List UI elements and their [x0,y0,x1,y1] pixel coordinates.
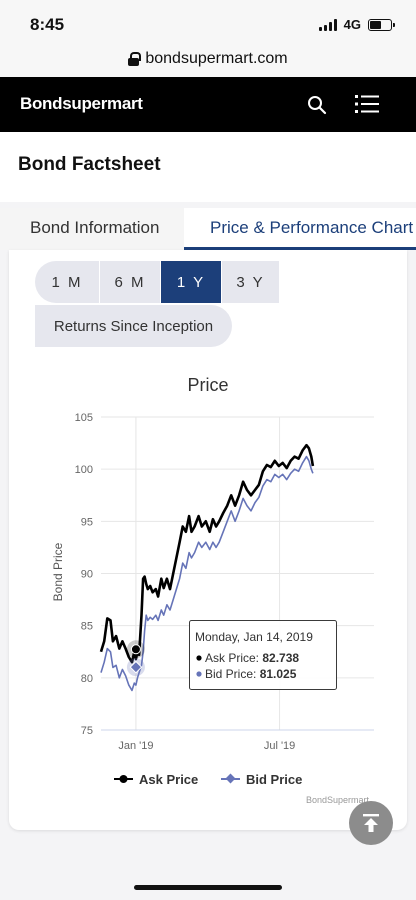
y-tick-label: 90 [81,569,93,581]
bid-legend-marker [225,773,236,784]
tooltip-bid-row: Bid Price: 81.025 [205,667,297,681]
hover-markers [126,640,145,677]
chart-title: Price [187,375,228,395]
tooltip-ask-row: Ask Price: 82.738 [205,651,299,665]
ask-legend-marker [119,775,128,783]
status-icons: 4G [318,17,395,32]
url-text: bondsupermart.com [145,49,288,67]
page-title: Bond Factsheet [18,154,161,175]
price-chart[interactable]: Price 75 80 85 90 95 100 105 Bond Price Jan '1… [9,250,407,830]
x-tick-label: Jan '19 [118,740,153,752]
chart-watermark: BondSupermart [306,795,370,805]
menu-icon[interactable] [355,94,379,114]
arrow-up-icon [363,814,379,832]
signal-icon [318,18,337,31]
y-tick-label: 80 [81,673,93,685]
tooltip-date: Monday, Jan 14, 2019 [195,630,313,644]
period-1m-button[interactable]: 1 M [35,261,99,303]
search-icon[interactable] [307,95,327,115]
network-type: 4G [343,17,361,32]
status-time: 8:45 [30,15,65,34]
x-axis-ticks: Jan '19 Jul '19 [118,740,295,752]
y-tick-label: 95 [81,516,93,528]
y-tick-label: 105 [75,412,93,424]
lock-icon [128,51,142,66]
home-indicator [134,885,282,890]
legend-bid-label: Bid Price [246,772,302,787]
y-axis-label: Bond Price [51,542,65,601]
period-3y-button[interactable]: 3 Y [222,261,279,303]
scroll-to-top-button[interactable] [349,801,393,845]
url-bar[interactable]: bondsupermart.com [0,40,416,77]
chart-tooltip: Monday, Jan 14, 2019 Ask Price: 82.738 B… [189,620,337,690]
y-axis-ticks: 75 80 85 90 95 100 105 [75,412,93,737]
legend-bid-price[interactable]: Bid Price [221,772,302,787]
tab-bond-information[interactable]: Bond Information [0,208,184,250]
status-bar: 8:45 4G [0,0,416,40]
battery-icon [368,18,395,31]
x-tick-label: Jul '19 [264,740,295,752]
y-tick-label: 75 [81,725,93,737]
y-tick-label: 100 [75,464,93,476]
period-since-inception-button[interactable]: Returns Since Inception [35,305,232,347]
page-title-bar: Bond Factsheet [0,132,416,202]
tooltip-bid-dot [196,671,202,677]
legend-ask-label: Ask Price [139,772,198,787]
period-1y-button[interactable]: 1 Y [161,261,221,303]
site-header: Bondsupermart [0,77,416,132]
tab-price-performance-chart[interactable]: Price & Performance Chart [184,208,416,250]
factsheet-tabs: Bond Information Price & Performance Cha… [0,208,416,250]
y-tick-label: 85 [81,621,93,633]
bid-price-series[interactable] [100,455,314,692]
bid-hover-point [129,660,143,674]
period-6m-button[interactable]: 6 M [100,261,160,303]
ask-hover-point [130,644,141,655]
legend-ask-price[interactable]: Ask Price [114,772,198,787]
site-logo[interactable]: Bondsupermart [20,94,143,113]
chart-card: 1 M 6 M 1 Y 3 Y Returns Since Inception … [9,250,407,830]
tooltip-ask-dot [196,655,202,661]
